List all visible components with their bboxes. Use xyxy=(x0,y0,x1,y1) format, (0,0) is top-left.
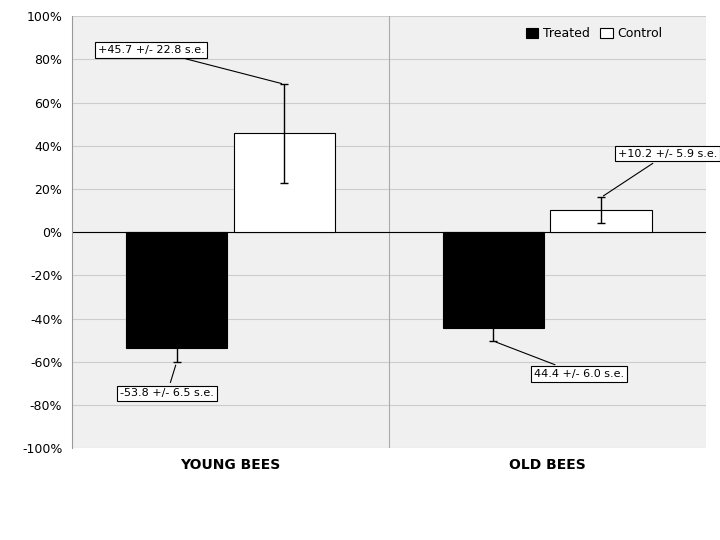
Text: 44.4 +/- 6.0 s.e.: 44.4 +/- 6.0 s.e. xyxy=(496,342,624,379)
Text: +10.2 +/- 5.9 s.e.: +10.2 +/- 5.9 s.e. xyxy=(603,148,717,196)
Bar xyxy=(550,210,652,232)
Text: Nosema infection after fall dribble of weak OA, 50mL/hive: Nosema infection after fall dribble of w… xyxy=(88,493,632,511)
Bar xyxy=(126,232,228,348)
Text: +45.7 +/- 22.8 s.e.: +45.7 +/- 22.8 s.e. xyxy=(98,45,282,84)
Text: -53.8 +/- 6.5 s.e.: -53.8 +/- 6.5 s.e. xyxy=(120,365,214,399)
Legend: Treated, Control: Treated, Control xyxy=(521,23,667,45)
Bar xyxy=(233,133,335,232)
Bar xyxy=(443,232,544,328)
